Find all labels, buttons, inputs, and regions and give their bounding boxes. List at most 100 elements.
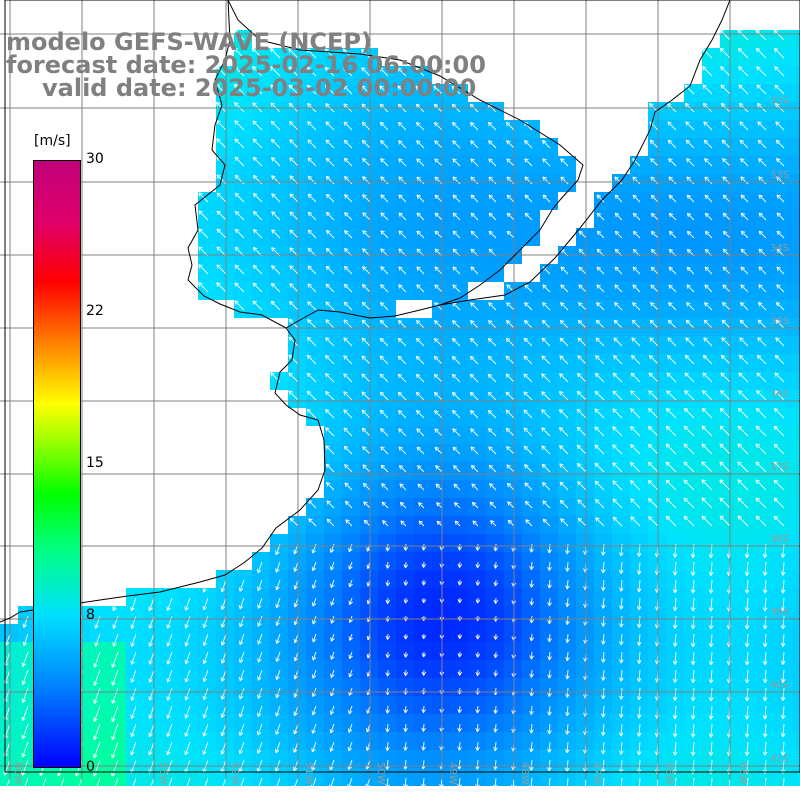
wind-arrow [434, 158, 443, 167]
wind-cell [216, 678, 234, 696]
wind-cell [90, 750, 108, 768]
wind-cell [522, 552, 540, 570]
wind-cell [468, 696, 486, 714]
wind-cell [180, 642, 198, 660]
wind-arrow [216, 228, 227, 239]
wind-cell [468, 552, 486, 570]
lat-label: 35S [770, 316, 789, 327]
wind-cell [594, 642, 612, 660]
wind-cell [324, 534, 342, 552]
wind-arrow [757, 139, 767, 149]
wind-cell [684, 696, 702, 714]
wind-cell [270, 588, 288, 606]
wind-arrow [740, 230, 749, 239]
wind-arrow [325, 229, 335, 239]
wind-arrow [271, 265, 281, 275]
wind-cell [468, 570, 486, 588]
wind-cell [792, 408, 800, 426]
wind-arrow [776, 230, 785, 239]
wind-cell [234, 678, 252, 696]
wind-cell [414, 714, 432, 732]
wind-arrow [506, 158, 515, 167]
wind-cell [270, 714, 288, 732]
wind-arrow [668, 212, 677, 221]
wind-cell [666, 624, 684, 642]
wind-arrow [487, 121, 497, 131]
wind-arrow [215, 65, 227, 77]
wind-cell [342, 642, 360, 660]
wind-arrow [649, 139, 659, 149]
wind-cell [558, 588, 576, 606]
wind-arrow [470, 158, 479, 167]
wind-cell [756, 750, 774, 768]
wind-arrow [343, 121, 353, 131]
wind-cell [378, 750, 396, 768]
wind-cell [522, 714, 540, 732]
wind-cell [558, 534, 576, 552]
wind-arrow [434, 122, 443, 131]
wind-arrow [719, 29, 731, 41]
wind-arrow [398, 158, 407, 167]
wind-cell [720, 534, 738, 552]
wind-cell [198, 768, 216, 786]
wind-arrow [668, 266, 677, 275]
wind-cell [126, 624, 144, 642]
wind-cell [792, 552, 800, 570]
wind-cell [738, 534, 756, 552]
wind-cell [108, 660, 126, 678]
wind-cell [558, 552, 576, 570]
wind-cell [414, 750, 432, 768]
wind-cell [738, 624, 756, 642]
wind-arrow [380, 158, 389, 167]
wind-arrow [452, 176, 461, 185]
wind-cell [720, 750, 738, 768]
wind-cell [378, 624, 396, 642]
wind-cell [432, 732, 450, 750]
wind-cell [450, 534, 468, 552]
wind-cell [162, 606, 180, 624]
wind-arrow [686, 212, 695, 221]
wind-cell [594, 624, 612, 642]
wind-cell [756, 534, 774, 552]
wind-arrow [704, 266, 713, 275]
wind-cell [468, 732, 486, 750]
wind-arrow [702, 66, 713, 77]
wind-arrow [650, 230, 659, 239]
wind-arrow [234, 192, 245, 203]
wind-cell [432, 714, 450, 732]
wind-arrow [542, 140, 551, 149]
wind-cell [666, 696, 684, 714]
wind-arrow [738, 84, 749, 95]
wind-arrow [506, 212, 515, 221]
wind-cell [306, 534, 324, 552]
wind-cell [666, 552, 684, 570]
wind-arrow [271, 229, 281, 239]
wind-cell [504, 678, 522, 696]
wind-cell [612, 696, 630, 714]
wind-cell [198, 606, 216, 624]
wind-cell [504, 642, 522, 660]
wind-cell [792, 462, 800, 480]
wind-arrow [325, 157, 335, 167]
wind-cell [234, 660, 252, 678]
wind-cell [612, 552, 630, 570]
wind-cell [234, 606, 252, 624]
lon-label: 48W [519, 762, 530, 785]
wind-cell [342, 750, 360, 768]
wind-cell [450, 552, 468, 570]
wind-arrow [776, 212, 785, 221]
wind-cell [360, 552, 378, 570]
lon-label: 49W [447, 762, 458, 785]
wind-cell [90, 732, 108, 750]
wind-cell [612, 750, 630, 768]
wind-cell [450, 750, 468, 768]
wind-cell [288, 660, 306, 678]
wind-cell [162, 588, 180, 606]
wind-arrow [470, 140, 479, 149]
wind-arrow [343, 85, 353, 95]
wind-cell [792, 192, 800, 210]
wind-cell [396, 624, 414, 642]
lon-label: 55W [157, 762, 168, 785]
wind-arrow [362, 212, 371, 221]
wind-arrow [614, 266, 623, 275]
